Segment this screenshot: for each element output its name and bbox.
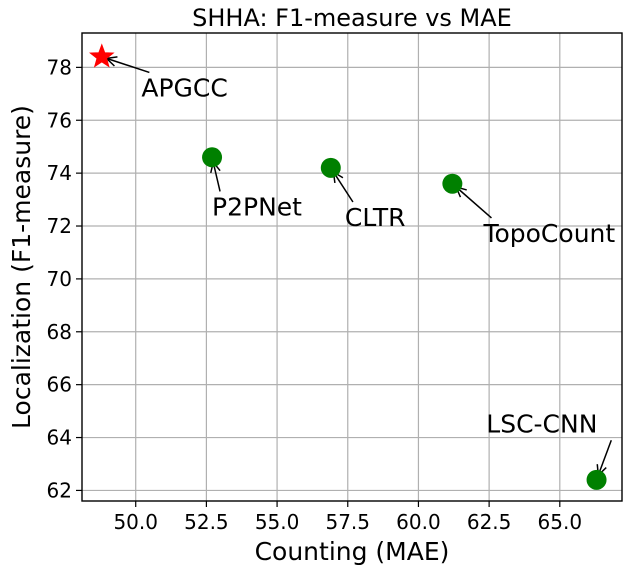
circle-marker: [442, 173, 463, 194]
y-tick-label: 66: [47, 373, 72, 397]
y-tick-label: 76: [47, 108, 72, 132]
annotation-arrow: [106, 57, 150, 74]
y-tick-label: 68: [47, 320, 72, 344]
x-tick-label: 50.0: [113, 510, 158, 534]
chart-title: SHHA: F1-measure vs MAE: [192, 4, 512, 32]
y-axis-label: Localization (F1-measure): [7, 105, 36, 429]
annotation-arrow: [455, 186, 492, 219]
point-label: APGCC: [141, 73, 227, 102]
y-tick-label: 74: [47, 161, 72, 185]
y-tick-label: 64: [47, 426, 72, 450]
x-axis-label: Counting (MAE): [255, 537, 450, 566]
x-tick-label: 55.0: [255, 510, 300, 534]
x-tick-label: 60.0: [396, 510, 441, 534]
point-label: P2PNet: [212, 192, 302, 221]
star-marker: [89, 43, 115, 68]
y-tick-label: 72: [47, 214, 72, 238]
x-tick-label: 65.0: [538, 510, 583, 534]
x-tick-label: 52.5: [184, 510, 229, 534]
y-tick-label: 70: [47, 267, 72, 291]
y-tick-label: 62: [47, 478, 72, 502]
annotation-arrow: [332, 171, 354, 203]
plot-frame: [81, 32, 623, 502]
y-tick-label: 78: [47, 55, 72, 79]
annotation-arrow: [212, 161, 221, 192]
point-label: LSC-CNN: [486, 409, 597, 438]
point-label: CLTR: [345, 203, 406, 232]
annotation-arrow: [597, 439, 612, 476]
x-tick-label: 62.5: [467, 510, 512, 534]
circle-marker: [202, 147, 223, 168]
circle-marker: [586, 469, 607, 490]
grid: [82, 33, 622, 501]
data-points: [89, 43, 607, 490]
x-tick-label: 57.5: [325, 510, 370, 534]
annotation-labels: APGCC P2PNet CLTR TopoCount LSC-CNN: [141, 73, 615, 438]
circle-marker: [320, 157, 341, 178]
point-label: TopoCount: [482, 219, 615, 248]
ticks: 50.0 52.5 55.0 57.5 60.0 62.5 65.0 62 64 66 68 70 72…: [47, 55, 583, 534]
